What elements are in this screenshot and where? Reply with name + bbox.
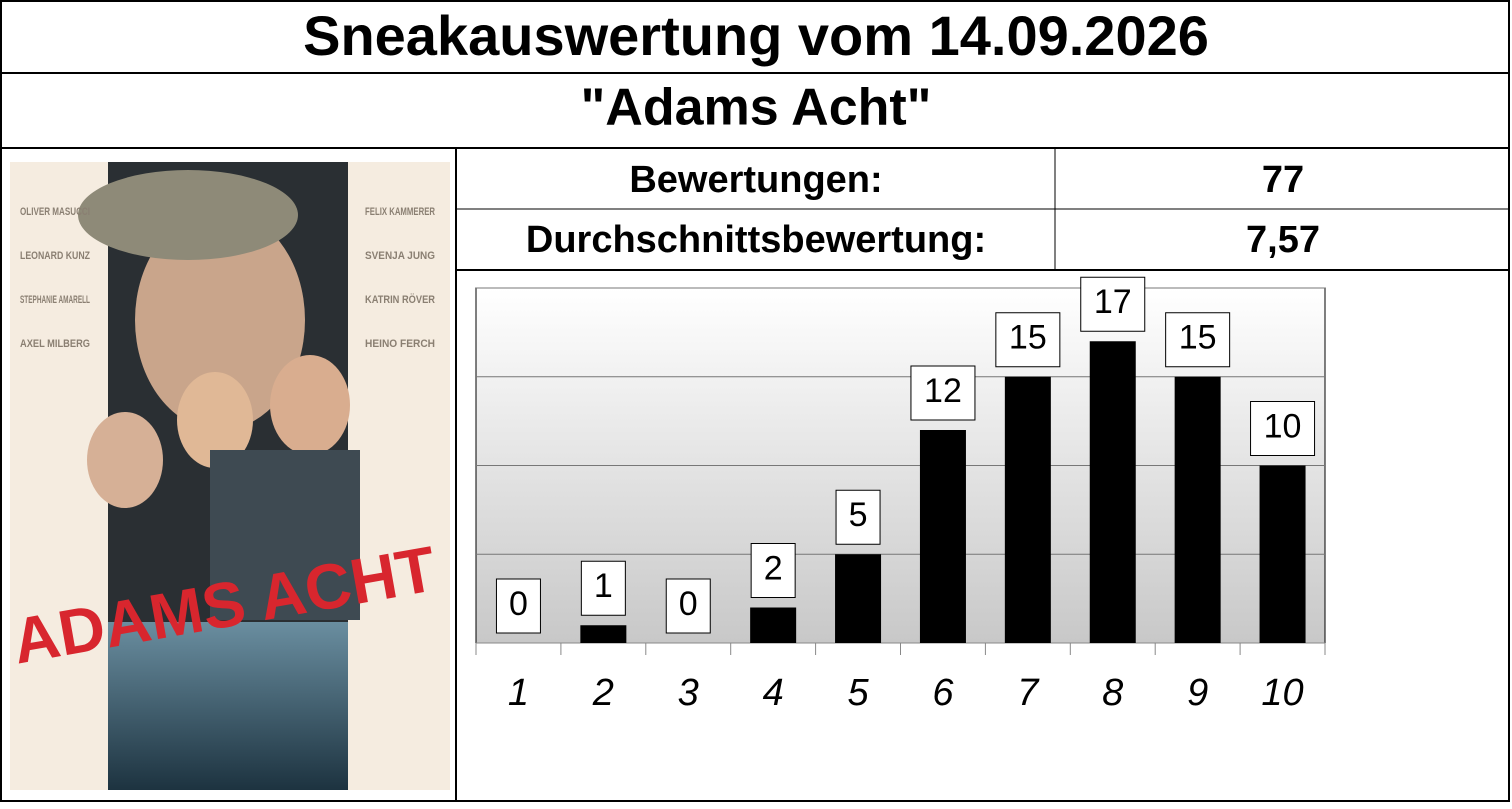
- title: Sneakauswertung vom 14.09.2026: [303, 4, 1209, 67]
- data-label-box: [665, 578, 711, 634]
- bar: [580, 625, 627, 643]
- x-tick-label: 10: [1261, 672, 1303, 714]
- x-tick-label: 7: [1017, 672, 1040, 714]
- bar: [835, 554, 882, 643]
- x-tick-label: 3: [678, 672, 699, 714]
- data-label-box: [580, 560, 626, 616]
- x-tick-label: 6: [932, 672, 954, 714]
- bar: [919, 430, 966, 643]
- data-label: 5: [849, 496, 868, 534]
- bar: [1004, 376, 1051, 643]
- poster-body: [210, 450, 360, 620]
- poster-cast: STEPHANIE AMARELL: [20, 294, 90, 306]
- stat-label: Durchschnittsbewertung:: [526, 219, 986, 261]
- data-label: 10: [1264, 407, 1302, 445]
- subtitle: "Adams Acht": [581, 79, 932, 137]
- stat-label: Bewertungen:: [629, 159, 882, 201]
- x-tick-label: 8: [1102, 672, 1123, 714]
- stat-value: 7,57: [1246, 219, 1320, 261]
- data-label-box: [835, 489, 881, 545]
- data-label-box: [910, 365, 976, 421]
- poster-cast: KATRIN RÖVER: [365, 293, 435, 306]
- data-label: 17: [1094, 283, 1132, 321]
- x-tick-label: 4: [763, 672, 784, 714]
- poster-cast: OLIVER MASUCCI: [20, 206, 90, 218]
- x-tick-label: 2: [592, 672, 614, 714]
- poster-cast: LEONARD KUNZ: [20, 250, 90, 262]
- x-tick-label: 1: [508, 672, 529, 714]
- data-label: 0: [679, 585, 698, 623]
- poster-water: [108, 622, 348, 790]
- data-label: 0: [509, 585, 528, 623]
- bar: [750, 607, 797, 643]
- data-label-box: [1165, 312, 1231, 368]
- data-label-box: [1080, 276, 1146, 332]
- data-label-box: [750, 543, 796, 598]
- poster-cap: [78, 170, 298, 260]
- bar: [1259, 465, 1306, 643]
- data-label-box: [995, 312, 1061, 368]
- bar: [1174, 376, 1221, 643]
- data-label-box: [495, 578, 541, 634]
- poster-face: [270, 355, 350, 455]
- x-tick-label: 9: [1187, 672, 1208, 714]
- data-label: 15: [1179, 319, 1217, 357]
- poster-cast: AXEL MILBERG: [20, 338, 90, 350]
- poster-face: [87, 412, 163, 508]
- poster-cast: FELIX KAMMERER: [365, 206, 435, 218]
- data-label: 12: [924, 372, 962, 410]
- poster-face: [177, 372, 253, 468]
- poster-cast: HEINO FERCH: [365, 338, 435, 350]
- data-label: 15: [1009, 319, 1047, 357]
- poster-cast: SVENJA JUNG: [365, 250, 435, 262]
- poster-face: [135, 210, 305, 430]
- stat-value: 77: [1262, 159, 1304, 201]
- poster: ADAMS ACHT: [7, 162, 450, 790]
- x-tick-label: 5: [847, 672, 869, 714]
- data-label-box: [1250, 401, 1316, 456]
- bar: [1089, 341, 1136, 643]
- data-label: 2: [764, 549, 783, 587]
- data-label: 1: [594, 567, 613, 605]
